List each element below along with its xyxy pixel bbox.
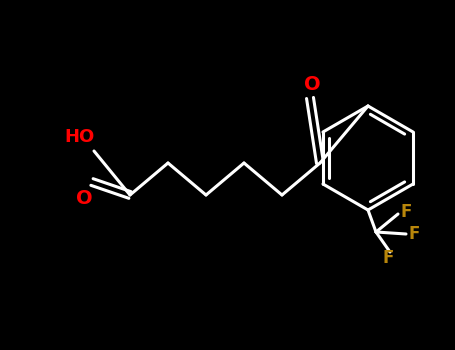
- Text: F: F: [382, 249, 394, 267]
- Text: O: O: [76, 189, 92, 209]
- Text: F: F: [408, 225, 420, 243]
- Text: F: F: [400, 203, 412, 221]
- Text: HO: HO: [65, 128, 95, 146]
- Text: O: O: [303, 75, 320, 93]
